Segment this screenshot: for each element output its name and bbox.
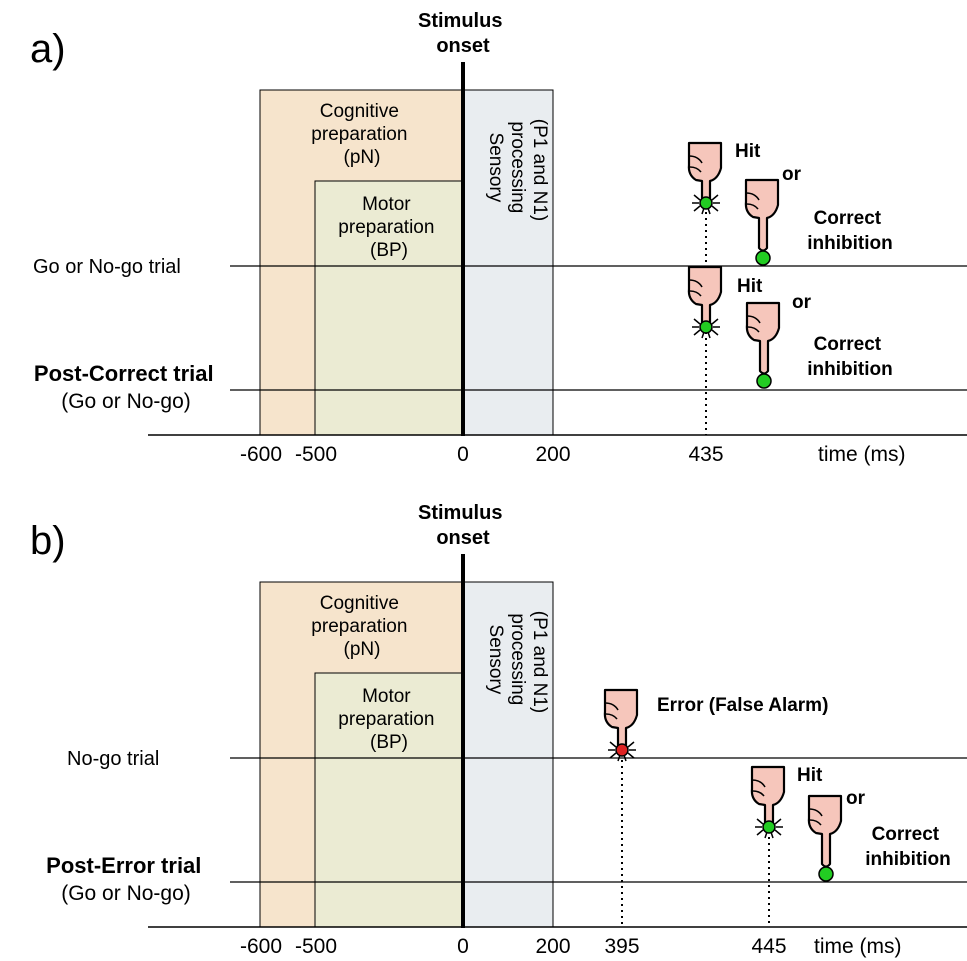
hit-label: Hit — [737, 276, 763, 297]
hit-button — [699, 320, 713, 334]
tick-label: 200 — [535, 443, 570, 466]
cognitive-preparation-label: Cognitive preparation (pN) — [311, 593, 412, 660]
tick-label: -600 — [240, 443, 282, 466]
correct-inhibition-label: Correct inhibition — [865, 824, 950, 870]
error-button — [615, 743, 629, 757]
tick-label: 445 — [751, 935, 786, 958]
trial-2-label: Post-Correct trial (Go or No-go) — [34, 361, 218, 413]
hit-label: Hit — [797, 765, 823, 786]
inhibition-hand-icon — [807, 794, 843, 868]
motor-preparation-box — [314, 672, 464, 928]
or-label: or — [782, 164, 802, 185]
hit-label: Hit — [735, 141, 761, 162]
tick-label: -600 — [240, 935, 282, 958]
sensory-processing-label: Sensory processing (P1 and N1) — [485, 119, 550, 221]
tick-label: -500 — [295, 935, 337, 958]
trial-1-label: Go or No-go trial — [33, 256, 181, 278]
time-unit-label: time (ms) — [814, 935, 902, 958]
trial-1-label: No-go trial — [67, 748, 159, 770]
panel-a: a) Cognitive preparation (pN) Motor prep… — [30, 10, 967, 466]
inhibition-hand-icon — [744, 178, 780, 252]
panel-b: b) Cognitive preparation (pN) Motor prep… — [30, 502, 967, 958]
stimulus-onset-label: Stimulus onset — [418, 10, 508, 57]
time-unit-label: time (ms) — [818, 443, 906, 466]
motor-preparation-label: Motor preparation (BP) — [338, 686, 439, 753]
tick-label: 0 — [457, 443, 469, 466]
hit-button — [699, 196, 713, 210]
correct-inhibition-label: Correct inhibition — [807, 208, 892, 254]
inhibition-hand-icon — [745, 301, 781, 375]
cognitive-preparation-label: Cognitive preparation (pN) — [311, 101, 412, 168]
inhibition-button — [756, 373, 772, 389]
inhibition-button — [818, 866, 834, 882]
inhibition-button — [755, 250, 771, 266]
error-label: Error (False Alarm) — [657, 695, 828, 716]
hit-button — [762, 820, 776, 834]
tick-label: 200 — [535, 935, 570, 958]
stimulus-onset-label: Stimulus onset — [418, 502, 508, 549]
tick-label: 0 — [457, 935, 469, 958]
tick-label: 435 — [688, 443, 723, 466]
trial-2-label: Post-Error trial (Go or No-go) — [46, 853, 206, 905]
panel-b-label: b) — [30, 519, 66, 563]
tick-label: 395 — [604, 935, 639, 958]
correct-inhibition-label: Correct inhibition — [807, 334, 892, 380]
or-label: or — [846, 788, 866, 809]
sensory-processing-label: Sensory processing (P1 and N1) — [485, 611, 550, 713]
panel-a-label: a) — [30, 27, 66, 71]
or-label: or — [792, 292, 812, 313]
sensory-processing-box — [462, 89, 554, 436]
motor-preparation-box — [314, 180, 464, 436]
motor-preparation-label: Motor preparation (BP) — [338, 194, 439, 261]
sensory-processing-box — [462, 581, 554, 928]
tick-label: -500 — [295, 443, 337, 466]
